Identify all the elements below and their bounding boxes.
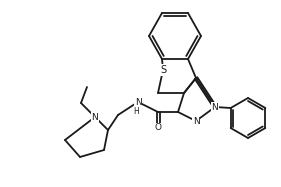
Text: N: N — [135, 97, 141, 107]
Text: N: N — [212, 102, 218, 111]
Text: S: S — [160, 65, 166, 75]
Text: N: N — [192, 117, 200, 125]
Text: H: H — [133, 107, 139, 116]
Text: N: N — [92, 113, 98, 122]
Text: O: O — [155, 123, 162, 133]
